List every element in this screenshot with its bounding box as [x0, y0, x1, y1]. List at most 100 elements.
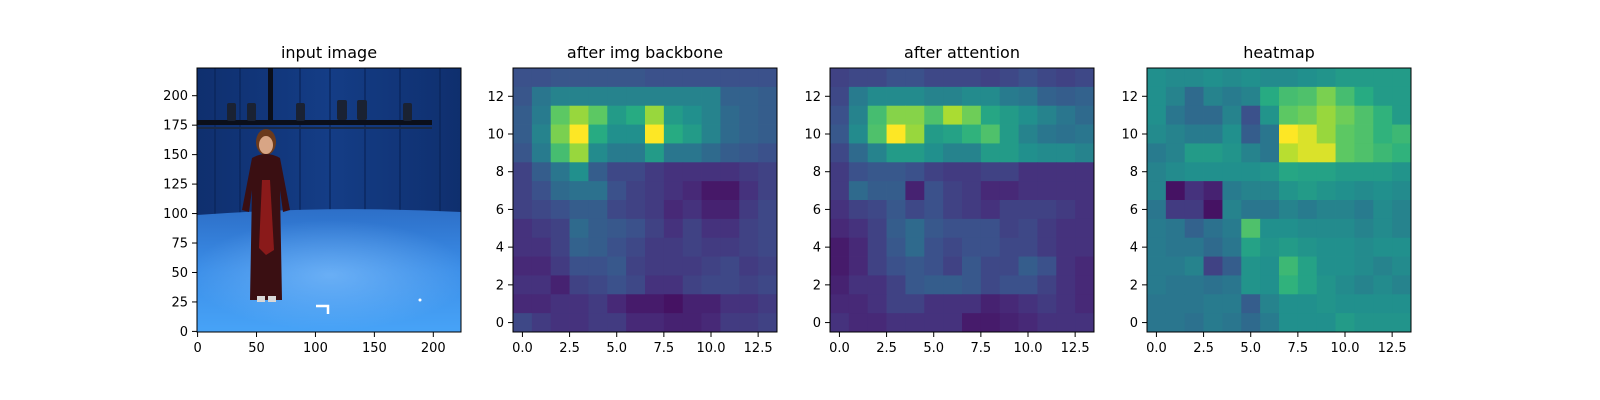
heatmap-cell [830, 218, 850, 239]
heatmap-cell [1335, 105, 1355, 125]
heatmap-cell [1203, 105, 1223, 125]
heatmap-cell [999, 218, 1019, 239]
heatmap-cell [739, 105, 759, 125]
heatmap-cell [1203, 86, 1223, 107]
heatmap-cell [1354, 68, 1374, 88]
floor-tape-mark [316, 304, 330, 314]
heatmap-cell [1392, 162, 1412, 182]
heatmap-cell [1018, 200, 1038, 220]
heatmap-cell [550, 143, 570, 163]
heatmap-cell [867, 143, 887, 163]
heatmap-cell [999, 105, 1019, 125]
heatmap-cell [626, 68, 646, 88]
heatmap-cell [1279, 275, 1299, 295]
heatmap-cell [1184, 200, 1204, 220]
panel-title: heatmap [1243, 43, 1315, 62]
heatmap-cell [1316, 162, 1336, 182]
heatmap-cell [1279, 86, 1299, 107]
heatmap-cell [1392, 218, 1412, 239]
heatmap-cell [720, 181, 740, 201]
heatmap-cell [1316, 237, 1336, 257]
heatmap-cell [1147, 86, 1167, 107]
heatmap-cell [569, 143, 589, 163]
heatmap-cell [1297, 105, 1318, 125]
heatmap-cell [701, 143, 721, 163]
heatmap-cell [626, 86, 646, 107]
heatmap-cell [626, 200, 646, 220]
heatmap-cell [739, 313, 759, 333]
heatmap-cell [1373, 200, 1393, 220]
heatmap-cell [1354, 105, 1374, 125]
heatmap-cell [905, 200, 925, 220]
heatmap-cell [962, 68, 982, 88]
heatmap-cell [867, 313, 887, 333]
heatmap-cell [663, 86, 684, 107]
heatmap-cell [924, 124, 944, 144]
heatmap-cell [739, 143, 759, 163]
heatmap-cell [943, 218, 963, 239]
heatmap-cell [720, 218, 740, 239]
y-tick-label: 8 [496, 165, 504, 180]
heatmap-cell [701, 124, 721, 144]
heatmap-cell [1203, 218, 1223, 239]
y-tick-label: 4 [496, 241, 504, 256]
heatmap-cell [1316, 256, 1336, 276]
heatmap-cell [1037, 218, 1057, 239]
heatmap-cell [999, 294, 1019, 314]
heatmap-cell [550, 237, 570, 257]
y-tick-label: 8 [813, 165, 821, 180]
heatmap-cell [830, 143, 850, 163]
heatmap-cell [1222, 143, 1242, 163]
heatmap-cell [1316, 86, 1336, 107]
heatmap-cell [1018, 313, 1038, 333]
heatmap-cell [1335, 162, 1355, 182]
heatmap-cell [962, 124, 982, 144]
heatmap-cell [588, 68, 608, 88]
heatmap-cell [1241, 294, 1261, 314]
heatmap-cell [1392, 105, 1412, 125]
heatmap-cell [1203, 68, 1223, 88]
heatmap-cell [645, 256, 665, 276]
heatmap-cell [830, 256, 850, 276]
heatmap-cell [924, 294, 944, 314]
heatmap-cell [1056, 162, 1076, 182]
heatmap-cell [607, 86, 627, 107]
y-tick-label: 4 [1130, 241, 1138, 256]
heatmap-cell [905, 218, 925, 239]
heatmap-cell [1392, 181, 1412, 201]
heatmap-cell [739, 68, 759, 88]
heatmap-cell [848, 256, 869, 276]
heatmap-cell [1260, 200, 1280, 220]
heatmap-cell [999, 143, 1019, 163]
heatmap-cell [905, 237, 925, 257]
x-tick-label: 7.5 [1288, 341, 1309, 356]
heatmap-cell [886, 275, 906, 295]
heatmap-cell [886, 68, 906, 88]
heatmap-cell [1222, 256, 1242, 276]
heatmap-cell [1354, 294, 1374, 314]
heatmap-cell [626, 162, 646, 182]
y-tick-label: 10 [487, 128, 504, 143]
heatmap-cell [1335, 275, 1355, 295]
input-photo [197, 68, 461, 332]
y-tick-label: 0 [180, 325, 188, 340]
heatmap-cell [758, 313, 778, 333]
heatmap-cell [588, 218, 608, 239]
heatmap-cell [682, 275, 702, 295]
heatmap-cell [1184, 162, 1204, 182]
panel-heatmap: heatmap 0.0 2.5 5.0 7.5 10.0 12.5 0 2 4 6 8 10 12 [1121, 43, 1412, 356]
heatmap-cell [1316, 181, 1336, 201]
heatmap-cell [980, 105, 1001, 125]
heatmap-cell [569, 105, 589, 125]
y-tick-label: 6 [1130, 203, 1138, 218]
heatmap-cell [980, 237, 1001, 257]
heatmap-cell [1392, 294, 1412, 314]
heatmap-cell [1297, 275, 1318, 295]
heatmap-cell [1335, 218, 1355, 239]
heatmap-cell [1241, 105, 1261, 125]
heatmap-cell [962, 218, 982, 239]
heatmap-cell [1222, 86, 1242, 107]
heatmap-cell [1222, 200, 1242, 220]
heatmap-cell [607, 218, 627, 239]
